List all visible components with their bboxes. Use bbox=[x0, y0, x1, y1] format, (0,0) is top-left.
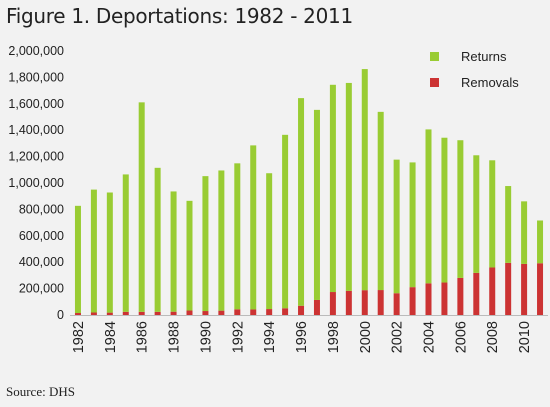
bar-removals-1997 bbox=[313, 299, 320, 315]
source-note: Source: DHS bbox=[6, 384, 75, 399]
bar-returns-1984 bbox=[106, 192, 113, 313]
bar-removals-2001 bbox=[377, 290, 384, 315]
bar-removals-1994 bbox=[266, 309, 273, 315]
legend-label-returns: Returns bbox=[461, 49, 507, 64]
bar-removals-1988 bbox=[170, 311, 177, 315]
bar-removals-2002 bbox=[393, 293, 400, 315]
legend-swatch-removals bbox=[430, 78, 439, 87]
bar-removals-2007 bbox=[473, 272, 480, 315]
bar-removals-2006 bbox=[457, 277, 464, 315]
bar-removals-1985 bbox=[122, 311, 129, 315]
bar-returns-2010 bbox=[521, 201, 528, 264]
bar-returns-2000 bbox=[361, 69, 368, 291]
x-tick-label: 2002 bbox=[390, 321, 406, 353]
y-tick-label: 2,000,000 bbox=[8, 44, 64, 58]
bar-returns-1985 bbox=[122, 174, 129, 312]
y-tick-label: 200,000 bbox=[19, 282, 64, 296]
bar-returns-2011 bbox=[537, 220, 544, 264]
y-tick-label: 400,000 bbox=[19, 255, 64, 269]
bar-returns-2006 bbox=[457, 140, 464, 278]
bar-returns-2002 bbox=[393, 159, 400, 294]
y-tick-label: 1,600,000 bbox=[8, 97, 64, 111]
bar-returns-1996 bbox=[298, 98, 305, 306]
bar-removals-2000 bbox=[361, 290, 368, 315]
bar-returns-1986 bbox=[138, 102, 145, 312]
x-tick-label: 2008 bbox=[485, 321, 501, 353]
bar-removals-1983 bbox=[90, 312, 97, 315]
bar-returns-1995 bbox=[282, 134, 289, 309]
bar-returns-1991 bbox=[218, 170, 225, 311]
bar-returns-2008 bbox=[489, 160, 496, 268]
x-tick-label: 1982 bbox=[71, 321, 87, 353]
bar-removals-1999 bbox=[345, 290, 352, 315]
y-tick-label: 1,200,000 bbox=[8, 150, 64, 164]
bar-returns-1993 bbox=[250, 145, 257, 310]
x-tick-label: 1984 bbox=[103, 321, 119, 353]
bar-removals-1986 bbox=[138, 311, 145, 315]
bar-returns-1990 bbox=[202, 176, 209, 312]
bar-removals-1984 bbox=[106, 312, 113, 315]
bar-returns-1982 bbox=[74, 205, 81, 314]
bar-returns-2004 bbox=[425, 129, 432, 284]
bar-returns-1998 bbox=[329, 84, 336, 293]
bar-removals-2009 bbox=[505, 262, 512, 315]
bar-removals-2004 bbox=[425, 283, 432, 315]
y-tick-label: 1,400,000 bbox=[8, 123, 64, 137]
bar-removals-1995 bbox=[282, 308, 289, 315]
x-tick-label: 1996 bbox=[294, 321, 310, 353]
bar-removals-2005 bbox=[441, 282, 448, 315]
bar-returns-1987 bbox=[154, 167, 161, 312]
y-tick-label: 1,000,000 bbox=[8, 176, 64, 190]
bar-returns-1992 bbox=[234, 163, 241, 310]
chart-title: Figure 1. Deportations: 1982 - 2011 bbox=[6, 4, 353, 28]
y-tick-label: 0 bbox=[57, 308, 64, 322]
y-tick-label: 1,800,000 bbox=[8, 70, 64, 84]
bar-removals-1998 bbox=[329, 292, 336, 315]
bar-returns-1983 bbox=[90, 189, 97, 313]
x-tick-label: 2000 bbox=[358, 321, 374, 353]
bar-returns-2007 bbox=[473, 155, 480, 273]
bar-returns-1999 bbox=[345, 82, 352, 291]
legend-swatch-returns bbox=[430, 52, 439, 61]
bar-removals-1991 bbox=[218, 310, 225, 315]
x-tick-label: 1992 bbox=[230, 321, 246, 353]
bar-returns-1989 bbox=[186, 200, 193, 311]
bar-removals-1990 bbox=[202, 311, 209, 315]
x-tick-label: 2004 bbox=[422, 321, 438, 353]
bar-removals-1989 bbox=[186, 310, 193, 315]
bar-removals-2008 bbox=[489, 267, 496, 315]
bar-returns-1997 bbox=[313, 109, 320, 300]
y-tick-label: 600,000 bbox=[19, 229, 64, 243]
bar-returns-2003 bbox=[409, 162, 416, 288]
bar-returns-1988 bbox=[170, 191, 177, 312]
bar-returns-2001 bbox=[377, 111, 384, 291]
x-tick-label: 2006 bbox=[453, 321, 469, 353]
legend-label-removals: Removals bbox=[461, 75, 519, 90]
bar-removals-1992 bbox=[234, 309, 241, 315]
x-tick-label: 1986 bbox=[135, 321, 151, 353]
bar-returns-2009 bbox=[505, 186, 512, 263]
bar-removals-1993 bbox=[250, 309, 257, 315]
bar-removals-1996 bbox=[298, 305, 305, 315]
bar-removals-2010 bbox=[521, 263, 528, 315]
bar-returns-1994 bbox=[266, 173, 273, 310]
bar-returns-2005 bbox=[441, 137, 448, 283]
x-tick-label: 1988 bbox=[167, 321, 183, 353]
bar-removals-1982 bbox=[74, 313, 81, 315]
y-tick-label: 800,000 bbox=[19, 202, 64, 216]
x-tick-label: 1994 bbox=[262, 321, 278, 353]
bar-removals-2003 bbox=[409, 287, 416, 315]
bar-removals-2011 bbox=[537, 263, 544, 315]
x-tick-label: 2010 bbox=[517, 321, 533, 353]
x-tick-label: 1990 bbox=[198, 321, 214, 353]
x-tick-label: 1998 bbox=[326, 321, 342, 353]
bar-removals-1987 bbox=[154, 311, 161, 315]
